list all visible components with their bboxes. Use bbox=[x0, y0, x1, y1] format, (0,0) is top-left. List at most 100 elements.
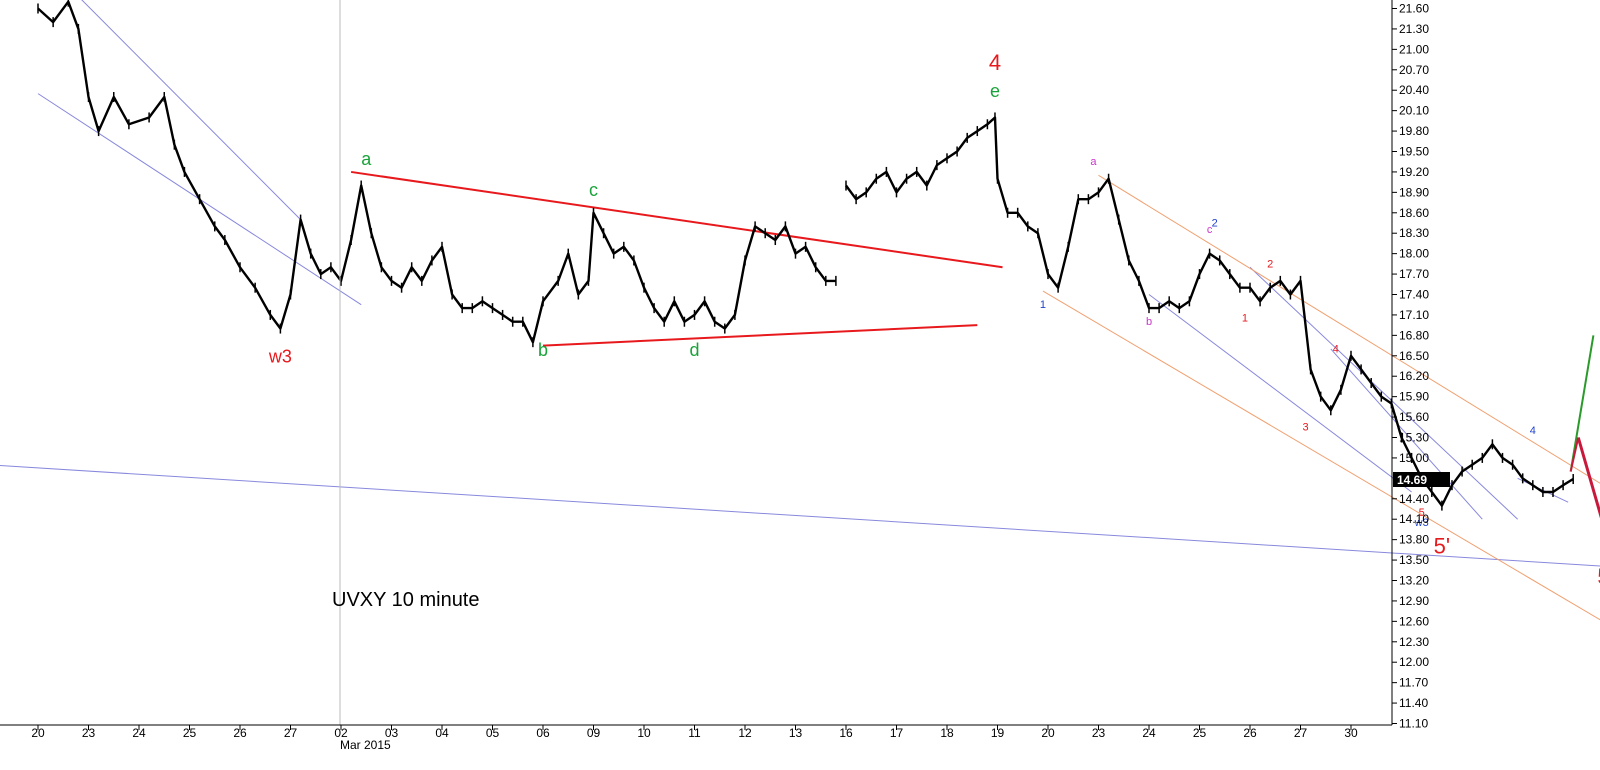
y-tick-label: 17.70 bbox=[1399, 267, 1429, 281]
y-tick-label: 17.10 bbox=[1399, 308, 1429, 322]
y-tick-label: 18.30 bbox=[1399, 226, 1429, 240]
trend-line bbox=[81, 0, 301, 220]
wave-label: 5 bbox=[1597, 564, 1600, 589]
x-tick-label: 30 bbox=[1344, 726, 1358, 740]
x-tick-label: 25 bbox=[183, 726, 197, 740]
trend-line bbox=[1569, 335, 1595, 472]
y-tick-label: 11.10 bbox=[1399, 717, 1428, 731]
wave-label: 4 bbox=[989, 50, 1001, 75]
trend-line bbox=[350, 170, 1003, 269]
trend-line bbox=[1569, 437, 1580, 472]
x-tick-label: 13 bbox=[789, 726, 803, 740]
trend-line bbox=[1576, 437, 1600, 519]
trend-lines bbox=[0, 0, 1600, 621]
x-tick-label: 20 bbox=[1041, 726, 1055, 740]
x-tick-label: 25 bbox=[1193, 726, 1207, 740]
wave-label: c bbox=[1207, 224, 1213, 236]
y-tick-label: 11.40 bbox=[1399, 696, 1428, 710]
price-line bbox=[37, 0, 836, 344]
wave-label: 5 bbox=[1419, 507, 1425, 519]
x-tick-label: 27 bbox=[284, 726, 298, 740]
x-tick-label: 06 bbox=[536, 726, 550, 740]
y-tick-label: 18.60 bbox=[1399, 206, 1429, 220]
y-tick-label: 18.00 bbox=[1399, 247, 1429, 261]
wave-label: w3 bbox=[1414, 517, 1429, 529]
y-tick-label: 16.80 bbox=[1399, 328, 1429, 342]
wave-label: 4 bbox=[1333, 343, 1339, 355]
x-tick-label: 04 bbox=[435, 726, 449, 740]
last-price-marker: 14.69 bbox=[1393, 472, 1450, 487]
y-tick-label: 12.90 bbox=[1399, 594, 1429, 608]
y-tick-label: 15.60 bbox=[1399, 410, 1429, 424]
x-month-label: Mar 2015 bbox=[340, 738, 391, 752]
x-tick-label: 26 bbox=[233, 726, 247, 740]
wave-label: b bbox=[1146, 316, 1152, 328]
wave-label: a bbox=[361, 149, 372, 169]
y-tick-label: 13.80 bbox=[1399, 533, 1429, 547]
x-tick-label: 11 bbox=[688, 726, 701, 740]
wave-label: e bbox=[990, 81, 1000, 101]
x-tick-label: 26 bbox=[1243, 726, 1257, 740]
y-tick-label: 13.20 bbox=[1399, 574, 1429, 588]
x-tick-label: 27 bbox=[1294, 726, 1308, 740]
x-tick-label: 20 bbox=[31, 726, 45, 740]
wave-label: 2 bbox=[1212, 217, 1218, 229]
y-tick-label: 16.20 bbox=[1399, 369, 1429, 383]
y-tick-label: 13.50 bbox=[1399, 553, 1429, 567]
x-tick-label: 24 bbox=[1142, 726, 1156, 740]
x-tick-label: 02 bbox=[334, 726, 348, 740]
y-tick-label: 17.40 bbox=[1399, 288, 1429, 302]
x-tick-label: 23 bbox=[1092, 726, 1106, 740]
wave-label: 2 bbox=[1267, 258, 1273, 270]
y-tick-label: 19.50 bbox=[1399, 145, 1429, 159]
wave-label: 1 bbox=[1242, 313, 1248, 325]
y-tick-label: 15.30 bbox=[1399, 431, 1429, 445]
wave-label: c bbox=[589, 180, 598, 200]
y-tick-label: 21.60 bbox=[1399, 2, 1429, 16]
y-tick-label: 12.00 bbox=[1399, 655, 1429, 669]
wave-label: 5' bbox=[1434, 533, 1450, 558]
price-line bbox=[845, 116, 1574, 507]
trend-line bbox=[0, 465, 1600, 567]
y-tick-label: 14.10 bbox=[1399, 512, 1429, 526]
y-tick-label: 19.20 bbox=[1399, 165, 1429, 179]
wave-label: w3 bbox=[268, 347, 292, 367]
y-tick-label: 12.60 bbox=[1399, 614, 1429, 628]
y-tick-label: 12.30 bbox=[1399, 635, 1429, 649]
y-tick-label: 20.40 bbox=[1399, 83, 1429, 97]
x-tick-label: 09 bbox=[587, 726, 601, 740]
y-tick-label: 14.40 bbox=[1399, 492, 1429, 506]
y-tick-label: 11.70 bbox=[1399, 676, 1428, 690]
x-tick-label: 05 bbox=[486, 726, 500, 740]
y-tick-label: 16.50 bbox=[1399, 349, 1429, 363]
trend-line bbox=[542, 324, 978, 347]
y-tick-label: 19.80 bbox=[1399, 124, 1429, 138]
y-tick-label: 18.90 bbox=[1399, 185, 1429, 199]
x-tick-label: 19 bbox=[991, 726, 1005, 740]
y-tick-label: 21.00 bbox=[1399, 42, 1429, 56]
trend-line bbox=[1148, 294, 1412, 493]
x-tick-label: 17 bbox=[890, 726, 904, 740]
x-tick-label: 16 bbox=[839, 726, 853, 740]
trend-line bbox=[1330, 348, 1483, 520]
trend-line bbox=[1249, 266, 1518, 520]
wave-label: b bbox=[538, 340, 548, 360]
x-axis-ticks: 20 23 24 25 26 27 02 03 04 05 06 09 10 11 12 13 16 17 18 19… bbox=[31, 725, 1358, 740]
wave-label: 1 bbox=[1040, 299, 1046, 311]
x-tick-label: 12 bbox=[738, 726, 752, 740]
y-axis-ticks: 11.10 11.40 11.70 12.00 12.30 12.60 12.90 13.20… bbox=[1392, 2, 1429, 731]
trend-line bbox=[1098, 174, 1600, 484]
price-series bbox=[37, 0, 1574, 511]
x-tick-label: 23 bbox=[82, 726, 96, 740]
y-tick-label: 21.30 bbox=[1399, 22, 1429, 36]
y-tick-label: 15.00 bbox=[1399, 451, 1429, 465]
trend-line bbox=[1042, 290, 1600, 621]
x-tick-label: 18 bbox=[940, 726, 954, 740]
y-tick-label: 20.10 bbox=[1399, 104, 1429, 118]
wave-label: a bbox=[1090, 156, 1097, 168]
wave-label: 4 bbox=[1530, 425, 1536, 437]
x-tick-label: 10 bbox=[637, 726, 651, 740]
wave-label: 3 bbox=[1302, 422, 1308, 434]
